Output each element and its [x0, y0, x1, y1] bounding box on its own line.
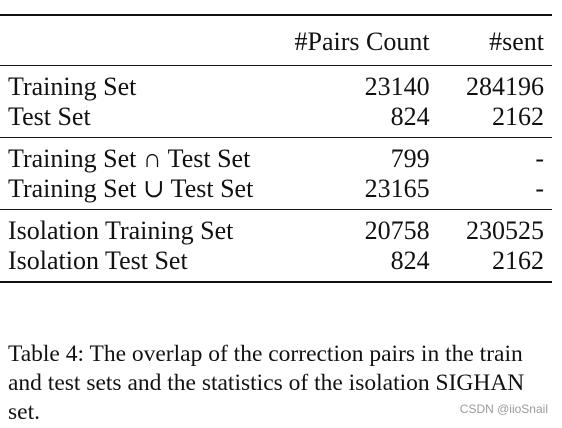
row-name: Test Set	[8, 101, 91, 131]
table-header-row: #Pairs Count #sent	[0, 15, 552, 65]
table-row: Isolation Test Set 824 2162	[0, 246, 552, 282]
row-sent: -	[535, 173, 544, 203]
row-name: Training Set	[8, 71, 137, 101]
table-row: Training Set ∩ Test Set 799 -	[0, 137, 552, 174]
row-pairs-count: 824	[390, 101, 430, 131]
row-pairs-count: 23165	[364, 173, 430, 203]
row-pairs-count: 23140	[364, 71, 430, 101]
header-cell-name	[0, 15, 283, 65]
header-cell-pairs-count: #Pairs Count	[294, 27, 430, 57]
statistics-table: #Pairs Count #sent Training Set 23140 28…	[0, 14, 552, 283]
row-sent: 2162	[492, 245, 544, 275]
row-name: Isolation Test Set	[8, 245, 188, 275]
row-pairs-count: 799	[390, 143, 430, 173]
row-name: Isolation Training Set	[8, 215, 234, 245]
row-name: Training Set ∪ Test Set	[8, 173, 254, 203]
table-row: Isolation Training Set 20758 230525	[0, 209, 552, 246]
row-pairs-count: 824	[390, 245, 430, 275]
table-row: Test Set 824 2162	[0, 102, 552, 138]
row-sent: 284196	[466, 71, 544, 101]
row-pairs-count: 20758	[364, 215, 430, 245]
statistics-table-container: #Pairs Count #sent Training Set 23140 28…	[0, 14, 552, 283]
table-row: Training Set 23140 284196	[0, 65, 552, 102]
row-sent: -	[535, 143, 544, 173]
table-row: Training Set ∪ Test Set 23165 -	[0, 174, 552, 210]
table-caption: Table 4: The overlap of the correction p…	[8, 341, 525, 425]
row-name: Training Set ∩ Test Set	[8, 143, 251, 173]
row-sent: 230525	[466, 215, 544, 245]
row-sent: 2162	[492, 101, 544, 131]
header-cell-sent: #sent	[489, 27, 544, 57]
watermark: CSDN @iioSnail	[459, 402, 548, 416]
